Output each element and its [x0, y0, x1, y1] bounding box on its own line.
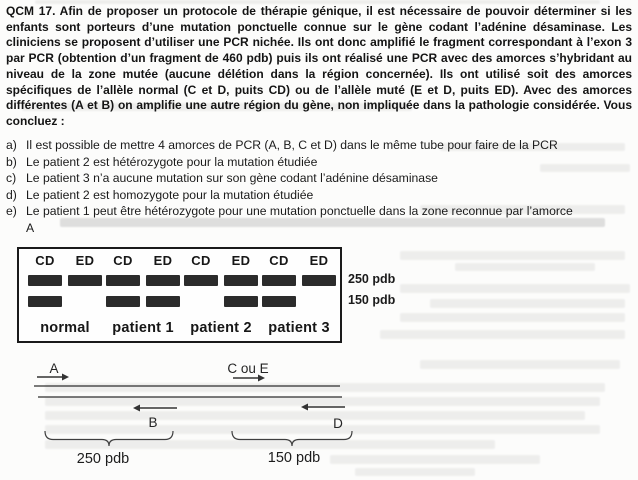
option-text: Le patient 3 n’a aucune mutation sur son…: [26, 171, 438, 186]
lane-label: ED: [75, 253, 95, 268]
option-marker: e): [6, 204, 17, 219]
lane-label: CD: [191, 253, 211, 268]
gel-group: CD ED patient 1: [106, 253, 180, 341]
band-150pdb: [146, 296, 180, 307]
bleed-through-ghost: [35, 0, 600, 4]
primer-label-c-ou-e: C ou E: [227, 361, 268, 376]
group-label: patient 1: [112, 320, 174, 336]
gel-lane-row: CD ED: [262, 253, 336, 307]
band-250pdb: [68, 275, 102, 286]
bleed-through-ghost: [45, 440, 495, 449]
option-text: Le patient 2 est hétérozygote pour la mu…: [26, 154, 318, 169]
gel-lane-cd: CD: [28, 253, 62, 307]
option-d: d) Le patient 2 est homozygote pour la m…: [6, 187, 634, 204]
gel-figure: CD ED normal CD ED patient 1 CD ED patient 2 CD ED…: [17, 247, 342, 343]
gel-group: CD ED normal: [28, 253, 102, 341]
option-e-continuation: A: [6, 220, 634, 237]
bleed-through-ghost: [60, 218, 605, 227]
primer-label-a: A: [49, 361, 58, 376]
gel-size-label-150: 150 pdb: [348, 293, 396, 307]
bleed-through-ghost: [420, 205, 625, 214]
bleed-through-ghost: [400, 284, 630, 293]
gel-lane-ed: ED: [146, 253, 180, 307]
option-a: a) Il est possible de mettre 4 amorces d…: [6, 137, 634, 154]
bleed-through-ghost: [380, 330, 625, 339]
bleed-through-ghost: [430, 299, 625, 308]
option-text: Le patient 1 peut être hétérozygote pour…: [26, 204, 573, 219]
band-150pdb: [262, 296, 296, 307]
lane-label: CD: [35, 253, 55, 268]
band-250pdb: [262, 275, 296, 286]
gel-lane-ed: ED: [68, 253, 102, 307]
band-150pdb: [28, 296, 62, 307]
lane-label: CD: [269, 253, 289, 268]
option-marker: b): [6, 154, 17, 169]
gel-group: CD ED patient 2: [184, 253, 258, 341]
bleed-through-ghost: [45, 411, 585, 420]
gel-lane-ed: ED: [224, 253, 258, 307]
option-e: e) Le patient 1 peut être hétérozygote p…: [6, 203, 634, 220]
gel-lane-row: CD ED: [28, 253, 102, 307]
bleed-through-ghost: [440, 143, 625, 151]
bracket-150pdb: [231, 430, 353, 447]
lane-label: ED: [153, 253, 173, 268]
bleed-through-ghost: [45, 383, 605, 392]
bleed-through-ghost: [540, 164, 630, 172]
gel-lane-cd: CD: [184, 253, 218, 307]
band-250pdb: [28, 275, 62, 286]
option-marker: a): [6, 138, 17, 152]
band-250pdb: [106, 275, 140, 286]
bleed-through-ghost: [45, 425, 600, 434]
answer-options: a) Il est possible de mettre 4 amorces d…: [6, 137, 634, 237]
bleed-through-ghost: [400, 251, 625, 260]
bleed-through-ghost: [355, 468, 475, 476]
primer-a-arrowhead: [62, 373, 69, 381]
primer-b-arrowhead: [133, 404, 140, 412]
primer-map-figure: A C ou E B D 250 pdb 150 pdb: [34, 361, 353, 467]
bleed-through-ghost: [455, 263, 595, 271]
option-text: Il est possible de mettre 4 amorces de P…: [26, 138, 558, 152]
band-250pdb: [302, 275, 336, 286]
group-label: patient 2: [190, 320, 252, 336]
band-250pdb: [146, 275, 180, 286]
gel-lane-row: CD ED: [106, 253, 180, 307]
option-marker: c): [6, 171, 17, 186]
gel-group: CD ED patient 3: [262, 253, 336, 341]
segment-label-250pdb: 250 pdb: [77, 451, 129, 467]
band-250pdb: [184, 275, 218, 286]
gel-lane-cd: CD: [262, 253, 296, 307]
option-marker: d): [6, 187, 17, 202]
gel-size-label-250: 250 pdb: [348, 272, 396, 286]
band-150pdb: [106, 296, 140, 307]
bleed-through-ghost: [420, 360, 620, 369]
bracket-250pdb: [44, 430, 174, 447]
group-label: patient 3: [268, 320, 330, 336]
option-text: A: [26, 220, 35, 235]
gel-lane-row: CD ED: [184, 253, 258, 307]
bleed-through-ghost: [22, 103, 412, 111]
group-label: normal: [40, 320, 90, 336]
option-marker-spacer: [6, 220, 26, 237]
lane-label: CD: [113, 253, 133, 268]
band-150pdb: [224, 296, 258, 307]
gel-lane-ed: ED: [302, 253, 336, 307]
question-paragraph: QCM 17. Afin de proposer un protocole de…: [6, 4, 632, 128]
bleed-through-ghost: [45, 397, 600, 406]
primer-ce-arrowhead: [258, 374, 265, 382]
primer-d-arrowhead: [301, 403, 308, 411]
segment-label-150pdb: 150 pdb: [268, 450, 320, 466]
primer-label-b: B: [148, 415, 157, 430]
option-text: Le patient 2 est homozygote pour la muta…: [26, 187, 314, 202]
primer-label-d: D: [333, 416, 343, 431]
bleed-through-ghost: [330, 455, 540, 464]
gel-lane-cd: CD: [106, 253, 140, 307]
bleed-through-ghost: [400, 313, 625, 322]
lane-label: ED: [231, 253, 251, 268]
band-250pdb: [224, 275, 258, 286]
option-b: b) Le patient 2 est hétérozygote pour la…: [6, 154, 634, 171]
option-c: c) Le patient 3 n’a aucune mutation sur …: [6, 170, 634, 187]
lane-label: ED: [309, 253, 329, 268]
